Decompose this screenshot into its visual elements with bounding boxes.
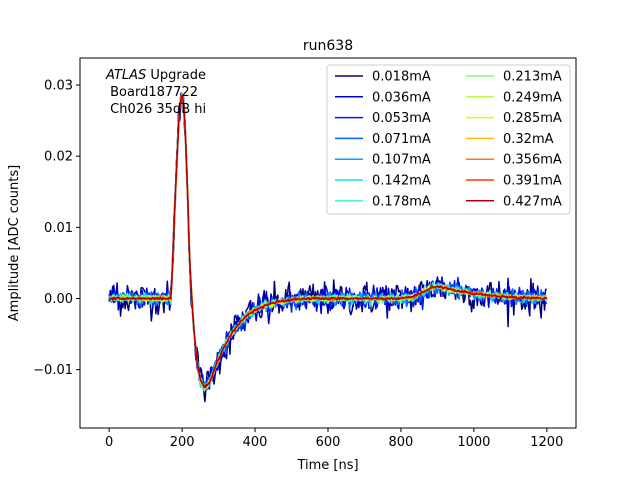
series-layer bbox=[108, 92, 548, 403]
legend-entry-label: 0.32mA bbox=[503, 132, 554, 147]
x-tick-label: 0 bbox=[105, 435, 113, 450]
legend-entry-label: 0.356mA bbox=[503, 153, 562, 168]
legend-entry-label: 0.249mA bbox=[503, 90, 562, 105]
legend-entry-label: 0.391mA bbox=[503, 174, 562, 189]
legend-entry-label: 0.071mA bbox=[372, 132, 431, 147]
annotation-line-3: Ch026 35dB hi bbox=[106, 102, 206, 117]
x-axis: 0 200 400 600 800 1000 1200 bbox=[105, 428, 563, 450]
legend-entry-label: 0.178mA bbox=[372, 194, 431, 209]
annotation-line-1: ATLAS Upgrade bbox=[105, 68, 206, 83]
y-axis: −0.01 0.00 0.01 0.02 0.03 bbox=[33, 79, 80, 378]
x-axis-label: Time [ns] bbox=[296, 458, 358, 473]
annotation-line-2: Board187722 bbox=[106, 85, 198, 100]
legend-entry-label: 0.053mA bbox=[372, 111, 431, 126]
x-tick-label: 400 bbox=[243, 435, 268, 450]
x-tick-label: 1200 bbox=[530, 435, 563, 450]
x-tick-label: 800 bbox=[389, 435, 414, 450]
atlas-annotation: ATLAS Upgrade Board187722 Ch026 35dB hi bbox=[105, 68, 206, 117]
series-line bbox=[108, 94, 548, 389]
annotation-upgrade: Upgrade bbox=[146, 68, 206, 83]
legend-entry-label: 0.036mA bbox=[372, 90, 431, 105]
y-axis-label: Amplitude [ADC counts] bbox=[7, 165, 22, 321]
y-tick-label: 0.03 bbox=[44, 79, 73, 94]
x-tick-label: 600 bbox=[316, 435, 341, 450]
annotation-atlas: ATLAS bbox=[105, 68, 146, 83]
legend-entry-label: 0.285mA bbox=[503, 111, 562, 126]
legend: 0.018mA 0.036mA 0.053mA 0.071mA 0.107mA 0.142… bbox=[326, 64, 571, 215]
x-tick-label: 1000 bbox=[457, 435, 490, 450]
y-tick-label: 0.02 bbox=[44, 150, 73, 165]
y-tick-label: 0.01 bbox=[44, 221, 73, 236]
legend-entry-label: 0.018mA bbox=[372, 70, 431, 85]
legend-entry-label: 0.213mA bbox=[503, 70, 562, 85]
legend-box bbox=[326, 64, 571, 215]
legend-entry-label: 0.427mA bbox=[503, 194, 562, 209]
legend-entry-label: 0.107mA bbox=[372, 153, 431, 168]
y-tick-label: −0.01 bbox=[33, 363, 73, 378]
series-line bbox=[108, 94, 548, 403]
y-tick-label: 0.00 bbox=[44, 292, 73, 307]
chart-title: run638 bbox=[303, 38, 353, 54]
legend-entry-label: 0.142mA bbox=[372, 174, 431, 189]
x-tick-label: 200 bbox=[170, 435, 195, 450]
